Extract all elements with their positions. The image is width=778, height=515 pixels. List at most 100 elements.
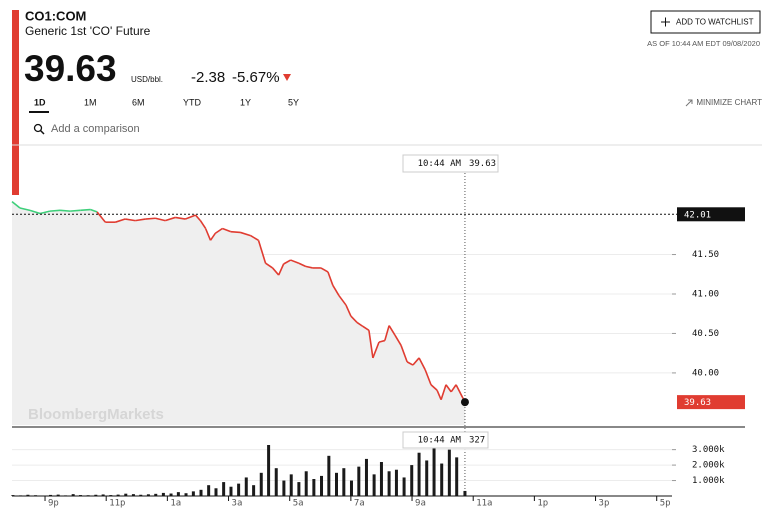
x-tick-label: 5a bbox=[293, 499, 304, 509]
accent-bar bbox=[12, 10, 19, 195]
crosshair-box bbox=[402, 431, 489, 449]
last-point bbox=[460, 398, 469, 407]
price-segment bbox=[368, 330, 374, 359]
search-icon[interactable] bbox=[33, 123, 43, 133]
volume-bar bbox=[297, 482, 301, 496]
y-tick-label: 41.50 bbox=[692, 250, 719, 260]
crosshair-value: 39.63 bbox=[469, 159, 496, 169]
price-segment bbox=[250, 234, 259, 242]
price-segment bbox=[394, 334, 402, 346]
volume-bar bbox=[402, 477, 406, 496]
price-segment bbox=[298, 262, 306, 268]
volume-bar bbox=[94, 494, 98, 496]
volume-bar bbox=[124, 493, 128, 496]
watchlist-button[interactable]: ADD TO WATCHLIST bbox=[650, 10, 761, 34]
as-of: AS OF 10:44 AM EDT 09/08/2020 bbox=[647, 39, 760, 48]
volume-bar bbox=[455, 457, 459, 496]
range-tabs: 1D 1M 6M YTD 1Y 5Y bbox=[29, 97, 299, 113]
volume-bar bbox=[447, 449, 451, 496]
plus-icon[interactable] bbox=[661, 17, 670, 27]
price-segment bbox=[70, 209, 81, 212]
y-tick-label: 1.000k bbox=[692, 476, 725, 486]
volume-bar bbox=[229, 486, 233, 496]
plot-layer: 40.00 40.50 41.00 41.50 42.01 10:44 AM 39.63 39… bbox=[11, 154, 745, 509]
price-segment bbox=[440, 384, 447, 400]
button-frame[interactable] bbox=[650, 10, 761, 34]
price-segment bbox=[332, 284, 340, 296]
price-segment bbox=[49, 209, 61, 212]
price-segment bbox=[450, 384, 457, 393]
price-segment bbox=[265, 262, 274, 269]
tab[interactable]: YTD bbox=[183, 97, 202, 107]
price-segment bbox=[175, 216, 186, 220]
volume-bar bbox=[56, 494, 60, 496]
price-segment bbox=[406, 361, 414, 366]
comparison-input[interactable]: Add a comparison bbox=[51, 123, 140, 135]
last-label: 39.63 bbox=[684, 398, 711, 408]
price-segment bbox=[290, 259, 300, 264]
y-tick-label: 3.000k bbox=[692, 445, 725, 455]
price-segment bbox=[327, 271, 334, 286]
price-segment bbox=[436, 389, 442, 401]
price-segment bbox=[230, 230, 241, 234]
price-segment bbox=[204, 228, 212, 241]
tab[interactable]: 1M bbox=[84, 97, 97, 107]
volume-bar bbox=[372, 474, 376, 496]
tab[interactable]: 6M bbox=[132, 97, 145, 107]
down-arrow bbox=[283, 74, 291, 81]
x-tick-label: 3p bbox=[599, 499, 610, 509]
volume-bar bbox=[26, 494, 30, 496]
price-segment bbox=[96, 211, 106, 223]
volume-bar bbox=[342, 468, 346, 496]
price-segment bbox=[19, 207, 31, 212]
price-segment bbox=[345, 304, 352, 317]
price-segment bbox=[271, 267, 280, 276]
y-tick-label: 2.000k bbox=[692, 461, 725, 471]
crosshair-box bbox=[402, 154, 499, 173]
crosshair-time: 10:44 AM bbox=[418, 436, 462, 446]
volume-bar bbox=[327, 455, 331, 496]
y-tick-label: 40.00 bbox=[692, 368, 719, 378]
minimize-link[interactable]: MINIMIZE CHART bbox=[696, 98, 762, 107]
volume-bar bbox=[169, 493, 173, 496]
reference-label: 42.01 bbox=[684, 210, 711, 220]
reference-tag bbox=[677, 207, 745, 222]
price-segment bbox=[320, 267, 329, 273]
volume-bar bbox=[282, 480, 286, 496]
volume-bar bbox=[394, 469, 398, 496]
x-tick-label: 3a bbox=[232, 499, 243, 509]
tab[interactable]: 1Y bbox=[240, 97, 251, 107]
volume-bar bbox=[304, 471, 308, 496]
x-tick-label: 1p bbox=[537, 499, 548, 509]
price-segment bbox=[257, 240, 267, 264]
price-segment bbox=[135, 218, 146, 222]
volume-bar bbox=[274, 468, 278, 496]
minimize-icon[interactable] bbox=[685, 99, 693, 107]
volume-bar bbox=[154, 493, 158, 496]
price-segment bbox=[164, 216, 176, 222]
search-icon[interactable] bbox=[39, 129, 45, 135]
price: 39.63 bbox=[24, 48, 117, 89]
unit: USD/bbl. bbox=[131, 75, 163, 84]
price-segment bbox=[400, 345, 408, 363]
tab[interactable]: 5Y bbox=[288, 97, 299, 107]
x-tick-label: 1a bbox=[170, 499, 181, 509]
volume-bar bbox=[440, 463, 444, 496]
volume-bar bbox=[207, 485, 211, 496]
volume-bar bbox=[222, 482, 226, 496]
volume-bar bbox=[334, 472, 338, 496]
volume-bar bbox=[312, 479, 316, 496]
price-segment bbox=[305, 265, 313, 269]
watchlist-label[interactable]: ADD TO WATCHLIST bbox=[676, 18, 754, 27]
volume-bar bbox=[146, 494, 150, 496]
volume-bar bbox=[71, 494, 75, 496]
price-segment bbox=[372, 341, 380, 359]
last-tag bbox=[677, 395, 745, 410]
volume-bar bbox=[387, 471, 391, 496]
price-segment bbox=[222, 227, 231, 233]
price-segment bbox=[378, 339, 386, 343]
x-tick-label: 11p bbox=[109, 499, 125, 509]
tab[interactable]: 1D bbox=[34, 97, 46, 107]
tab-underline bbox=[29, 111, 49, 113]
